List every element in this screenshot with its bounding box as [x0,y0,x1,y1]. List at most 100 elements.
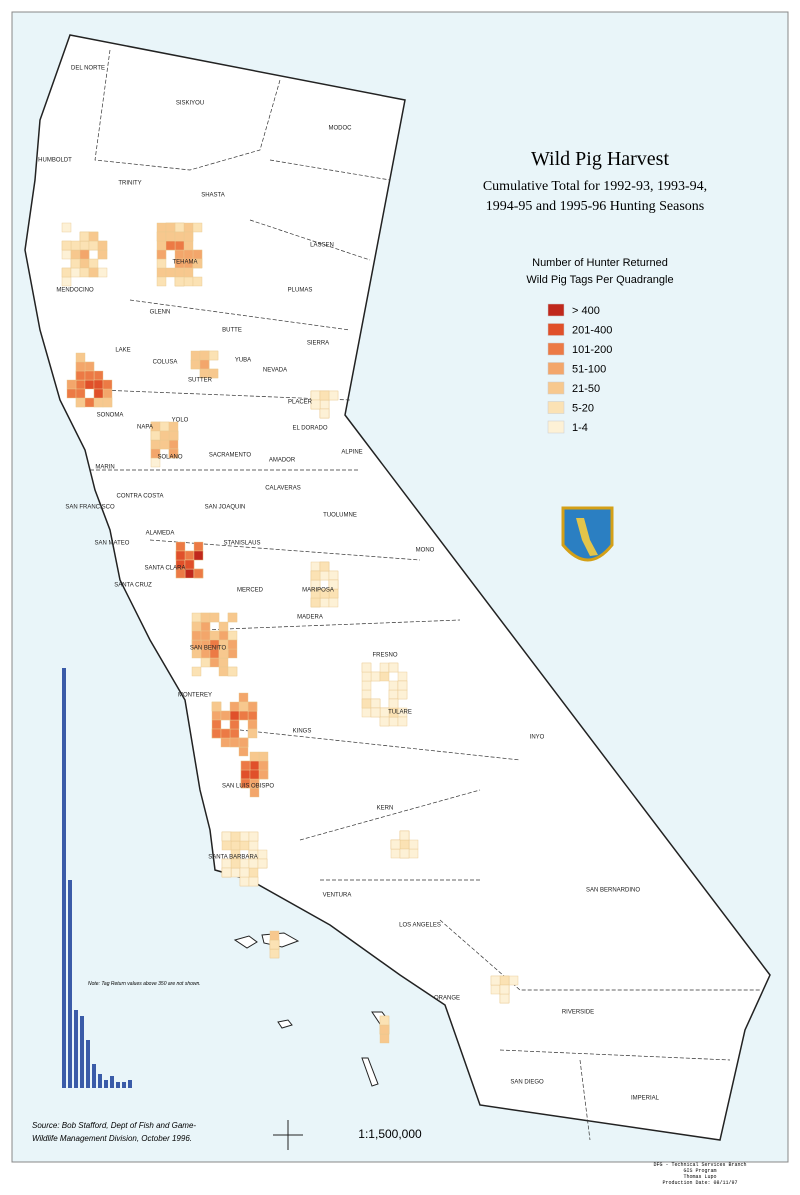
quadrangle [258,769,269,780]
county-label: MONO [416,548,435,554]
quadrangle [165,240,176,251]
quadrangle [200,612,211,623]
quadrangle [79,249,90,260]
quadrangle [88,267,99,278]
quadrangle [199,350,210,361]
quadrangle [379,716,390,727]
county-label: SAN DIEGO [510,1080,544,1086]
shield-state [576,518,598,556]
quadrangle [70,249,81,260]
quadrangle [230,867,241,878]
island [233,935,258,949]
quadrangle [248,840,259,851]
quadrangle [183,276,194,287]
quadrangle [508,975,519,986]
quadrangle [249,751,260,762]
quadrangle [361,707,372,718]
quadrangle [156,222,167,233]
quadrangle [184,550,195,561]
quadrangle [408,848,419,859]
quadrangle [227,666,238,677]
quadrangle [238,701,249,712]
county-label: SIERRA [307,341,329,347]
quadrangle [199,359,210,370]
histogram-bar [92,1064,96,1088]
source: Wildlife Management Division, October 19… [32,1134,192,1143]
quadrangle [61,240,72,251]
quadrangle [227,630,238,641]
quadrangle [221,867,232,878]
county-label: HUMBOLDT [38,158,72,164]
quadrangle [388,689,399,700]
credit-line: GIS Program [683,1168,716,1174]
emblem [561,506,614,562]
quadrangle [183,267,194,278]
county-label: CALAVERAS [265,486,301,492]
quadrangle [168,448,179,459]
quadrangle [70,240,81,251]
quadrangle [310,399,321,410]
quadrangle [399,830,410,841]
quadrangle [193,550,204,561]
histogram-bar [68,880,72,1088]
quadrangle [102,397,113,408]
quadrangle [183,249,194,260]
county-border [94,49,281,171]
legend-swatch [547,362,565,375]
quadrangle [247,701,258,712]
quadrangle [361,680,372,691]
county-label: NAPA [137,425,153,431]
quadrangle [211,701,222,712]
quadrangle [211,728,222,739]
quadrangle [269,939,280,950]
quadrangle [390,839,401,850]
note: Note: Tag Return values above 350 are no… [88,981,201,987]
quadrangle [229,728,240,739]
quadrangle [238,710,249,721]
quadrangle [159,421,170,432]
county-label: SAN BENITO [190,646,227,652]
quadrangle [370,698,381,709]
quadrangle [399,839,410,850]
quadrangle [70,258,81,269]
quadrangle [399,848,410,859]
quadrangle [75,370,86,381]
quadrangle [390,848,401,859]
quadrangle [75,397,86,408]
quadrangle [165,267,176,278]
legend-label: 5-20 [572,403,594,415]
county-label: VENTURA [323,893,352,899]
quadrangle [66,379,77,390]
county-label: ALAMEDA [146,531,175,537]
legend-title: Wild Pig Tags Per Quadrangle [526,274,673,286]
county-label: IMPERIAL [631,1096,660,1102]
legend-label: 101-200 [572,344,612,356]
quadrangle [238,737,249,748]
county-label: FRESNO [372,653,397,659]
quadrangle [230,840,241,851]
legend-swatch [547,323,565,336]
quadrangle [370,671,381,682]
quadrangle [240,760,251,771]
quadrangle [193,568,204,579]
quadrangle [397,671,408,682]
quadrangle [319,399,330,410]
quadrangle [93,379,104,390]
quadrangle [66,388,77,399]
scale: 1:1,500,000 [358,1127,422,1141]
quadrangle [247,728,258,739]
quadrangle [97,267,108,278]
quadrangle [229,719,240,730]
quadrangle [220,728,231,739]
quadrangle [102,379,113,390]
quadrangle [88,240,99,251]
quadrangle [227,648,238,659]
histogram [62,668,132,1088]
quadrangle [165,222,176,233]
quadrangle [499,975,510,986]
county-label: AMADOR [269,458,296,464]
county-label: BUTTE [222,328,242,334]
quadrangle [61,276,72,287]
quadrangle [328,597,339,608]
